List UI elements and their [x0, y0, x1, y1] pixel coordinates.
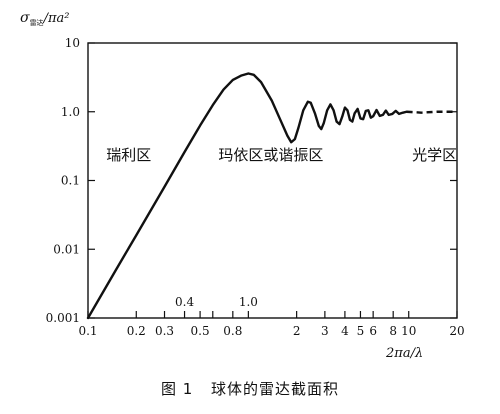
series-curves — [86, 72, 457, 320]
figure-label: 图 1 — [160, 380, 194, 398]
x-tick-label: 8 — [389, 324, 397, 338]
radar-cross-section-chart: 101.00.10.010.001 0.1 0.2 0.3 0.5 0.8 2 3 4 5 6 8 1… — [20, 10, 465, 361]
region-label: 瑞利区 — [106, 146, 151, 164]
y-axis-label-subscript: 雷达 — [30, 18, 44, 27]
x-tick-label: 3 — [321, 324, 329, 338]
x-tick-label: 0.5 — [191, 324, 210, 338]
y-tick-label: 0.1 — [61, 174, 80, 188]
y-tick-label: 1.0 — [61, 105, 80, 119]
figure-caption: 图 1 球体的雷达截面积 — [0, 378, 500, 399]
region-label: 玛依区或谐振区 — [218, 146, 323, 164]
y-tick-label: 0.001 — [46, 311, 80, 325]
x-tick-label: 5 — [357, 324, 365, 338]
x-tick-label: 0.2 — [127, 324, 146, 338]
y-axis-label-rest: /πa² — [42, 11, 70, 26]
y-tick-label: 0.01 — [53, 242, 80, 256]
x-tick-label: 0.1 — [78, 324, 97, 338]
x-tick-label: 4 — [341, 324, 349, 338]
y-tick-label: 10 — [65, 36, 80, 50]
x-tick-label: 0.8 — [223, 324, 242, 338]
x-tick-label: 10 — [401, 324, 416, 338]
inner-tick-labels: 0.4 1.0 — [175, 295, 258, 309]
y-axis-label: σ雷达/πa² — [20, 10, 69, 27]
y-axis: 10 1.0 0.1 0.01 0.001 — [46, 36, 457, 325]
rcs-curve-solid — [86, 72, 408, 320]
x-tick-label: 20 — [449, 324, 464, 338]
x-tick-label: 0.3 — [155, 324, 174, 338]
region-labels: 瑞利区 玛依区或谐振区 光学区 — [106, 146, 457, 164]
x-axis: 0.1 0.2 0.3 0.5 0.8 2 3 4 5 6 8 10 20 — [78, 311, 465, 338]
inner-tick-label: 0.4 — [175, 295, 194, 309]
x-tick-label: 2 — [293, 324, 301, 338]
y-axis-label-symbol: σ — [20, 10, 30, 26]
plot-border — [87, 42, 458, 319]
figure-title: 球体的雷达截面积 — [211, 380, 340, 398]
x-axis-label: 2πa/λ — [385, 346, 423, 361]
rcs-curve-dashed — [406, 110, 457, 114]
plot-frame — [87, 42, 458, 319]
inner-tick-label: 1.0 — [239, 295, 258, 309]
region-label: 光学区 — [412, 146, 457, 164]
x-tick-label: 6 — [369, 324, 377, 338]
